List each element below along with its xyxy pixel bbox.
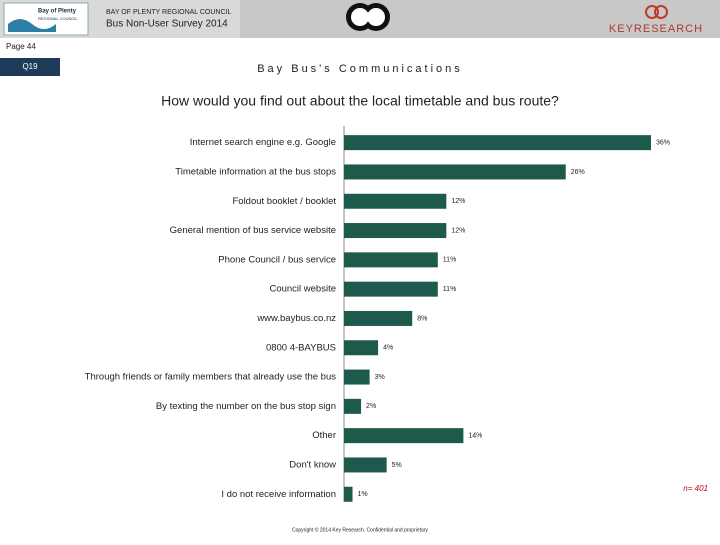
banner-image bbox=[240, 0, 720, 38]
bar bbox=[344, 428, 464, 444]
bar bbox=[344, 340, 379, 356]
section-title: Bay Bus's Communications bbox=[257, 63, 463, 75]
org: BAY OF PLENTY REGIONAL COUNCIL bbox=[106, 9, 231, 16]
category-label: Other bbox=[312, 430, 336, 441]
bar bbox=[344, 164, 566, 180]
category-label: Phone Council / bus service bbox=[218, 254, 336, 265]
logo-right-mark bbox=[645, 5, 659, 19]
chart-title: How would you find out about the local t… bbox=[161, 93, 559, 109]
value-label: 12% bbox=[451, 227, 465, 234]
value-label: 2% bbox=[366, 403, 376, 410]
category-label: Council website bbox=[269, 284, 336, 295]
logo-right-mark bbox=[654, 5, 668, 19]
bar bbox=[344, 135, 651, 151]
category-label: Through friends or family members that a… bbox=[85, 372, 337, 383]
bar bbox=[344, 193, 447, 209]
category-label: General mention of bus service website bbox=[170, 225, 336, 236]
logo-wave bbox=[8, 19, 56, 32]
value-label: 8% bbox=[417, 315, 427, 322]
category-label: Internet search engine e.g. Google bbox=[190, 137, 336, 148]
bar bbox=[344, 398, 362, 414]
bar bbox=[344, 369, 370, 385]
value-label: 26% bbox=[571, 169, 585, 176]
bar bbox=[344, 310, 413, 326]
survey: Bus Non-User Survey 2014 bbox=[106, 19, 228, 30]
copyright: Copyright © 2014 Key Research. Confident… bbox=[292, 526, 428, 533]
value-label: 36% bbox=[656, 139, 670, 146]
bar bbox=[344, 281, 438, 297]
logo-text: REGIONAL COUNCIL bbox=[38, 16, 78, 21]
logo-right: KEYRESEARCH bbox=[609, 23, 703, 35]
bar bbox=[344, 223, 447, 239]
bar bbox=[344, 252, 438, 268]
logo-text: Bay of Plenty bbox=[38, 9, 77, 15]
center-logo bbox=[346, 3, 390, 31]
category-label: Foldout booklet / booklet bbox=[232, 196, 336, 207]
bar bbox=[344, 486, 353, 502]
value-label: 5% bbox=[392, 462, 402, 469]
category-label: Don't know bbox=[289, 459, 336, 470]
question-box bbox=[0, 58, 60, 76]
value-label: 11% bbox=[443, 257, 457, 264]
page-number: Page 44 bbox=[6, 42, 36, 51]
value-label: 3% bbox=[375, 374, 385, 381]
question: Q19 bbox=[22, 62, 38, 71]
category-label: I do not receive information bbox=[221, 489, 336, 500]
category-label: 0800 4-BAYBUS bbox=[266, 342, 336, 353]
category-label: By texting the number on the bus stop si… bbox=[156, 401, 336, 412]
sample-size: n= 401 bbox=[683, 484, 708, 493]
value-label: 4% bbox=[383, 345, 393, 352]
category-label: www.baybus.co.nz bbox=[256, 313, 336, 324]
value-label: 14% bbox=[468, 432, 482, 439]
category-label: Timetable information at the bus stops bbox=[175, 166, 336, 177]
value-label: 1% bbox=[358, 491, 368, 498]
value-label: 12% bbox=[451, 198, 465, 205]
bar bbox=[344, 457, 387, 473]
value-label: 11% bbox=[443, 286, 457, 293]
